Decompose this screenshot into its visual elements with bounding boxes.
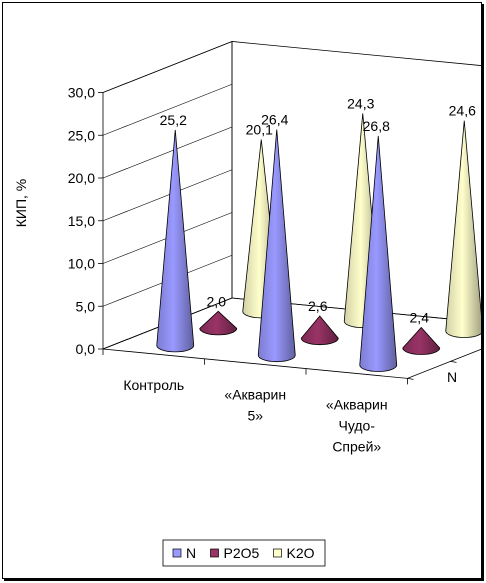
legend-box bbox=[162, 539, 326, 567]
legend-label: K2O bbox=[287, 545, 315, 561]
y-tick-label: 5,0 bbox=[76, 298, 96, 314]
cone-P2O5-3: 2,4 bbox=[402, 309, 441, 355]
category-axis: Контроль «Акварин 5» «Акварин Чудо- Спрей» bbox=[102, 349, 408, 455]
data-label: 26,4 bbox=[261, 111, 288, 127]
legend-swatch bbox=[172, 548, 182, 558]
y-tick-label: 10,0 bbox=[68, 256, 95, 272]
depth-tick bbox=[450, 361, 457, 363]
y-axis-label: КИП, % bbox=[13, 179, 29, 228]
legend-label: N bbox=[186, 545, 196, 561]
y-tick-depth bbox=[102, 169, 233, 222]
legend-swatch bbox=[210, 548, 219, 558]
category-label-line: Чудо- bbox=[339, 418, 376, 434]
y-tick-depth bbox=[102, 83, 233, 136]
cone-N-2: 26,4 bbox=[257, 111, 296, 363]
legend-item-P2O5: P2O5 bbox=[210, 545, 260, 561]
cone-body bbox=[402, 326, 441, 355]
category-label-line: Контроль bbox=[123, 377, 184, 393]
cone-P2O5-1: 2,0 bbox=[199, 293, 238, 336]
category-label-line: «Акварин bbox=[224, 387, 286, 403]
depth-tick bbox=[407, 378, 414, 380]
data-label: 25,2 bbox=[160, 112, 187, 128]
y-tick-label: 20,0 bbox=[68, 170, 95, 186]
cone-body bbox=[199, 310, 238, 336]
cone-body bbox=[445, 120, 481, 338]
legend-label: P2O5 bbox=[224, 545, 260, 561]
cone-series: 20,1 24,3 24,6 2,0 2,6 2,4 25,2 26,4 26,8 bbox=[156, 95, 481, 372]
legend-item-N: N bbox=[172, 545, 196, 561]
cone-N-3: 26,8 bbox=[359, 118, 398, 372]
cone-K2O-3: 24,6 bbox=[445, 103, 481, 338]
legend-item-K2O: K2O bbox=[273, 545, 315, 561]
cone-P2O5-2: 2,6 bbox=[300, 298, 339, 346]
data-label: 24,3 bbox=[347, 95, 374, 111]
data-label: 2,6 bbox=[308, 298, 328, 314]
category-label-2: «Акварин 5» bbox=[224, 387, 286, 424]
legend: N P2O5 K2O bbox=[162, 539, 326, 567]
category-label-line: 5» bbox=[247, 408, 263, 424]
y-tick-label: 25,0 bbox=[68, 127, 95, 143]
category-label-line: Спрей» bbox=[332, 439, 381, 455]
y-tick-depth bbox=[102, 41, 233, 93]
data-label: 2,0 bbox=[207, 293, 227, 309]
y-axis: 0,0 5,0 10,0 15,0 20,0 25,0 30,0 КИП, % bbox=[13, 41, 233, 357]
cone-chart-3d: 0,0 5,0 10,0 15,0 20,0 25,0 30,0 КИП, % 20,1 24,… bbox=[13, 40, 481, 567]
legend-swatch bbox=[273, 548, 282, 558]
y-tick-label: 15,0 bbox=[68, 213, 95, 229]
cone-body bbox=[156, 129, 195, 353]
cone-body bbox=[257, 129, 296, 363]
category-label-1: Контроль bbox=[123, 377, 184, 393]
category-label-3: «Акварин Чудо- Спрей» bbox=[326, 397, 388, 455]
cone-N-1: 25,2 bbox=[156, 112, 195, 353]
data-label: 20,1 bbox=[246, 122, 273, 138]
cone-body bbox=[300, 315, 339, 346]
y-tick-label: 0,0 bbox=[76, 341, 96, 357]
data-label: 24,6 bbox=[449, 103, 476, 119]
data-label: 2,4 bbox=[410, 309, 430, 325]
cone-body bbox=[359, 135, 398, 372]
category-label-line: «Акварин bbox=[326, 397, 388, 413]
y-tick-depth bbox=[102, 126, 233, 179]
chart-frame: 0,0 5,0 10,0 15,0 20,0 25,0 30,0 КИП, % 20,1 24,… bbox=[2, 2, 482, 579]
data-label: 26,8 bbox=[363, 118, 390, 134]
y-tick-label: 30,0 bbox=[68, 85, 95, 101]
series-axis-label: N bbox=[447, 369, 457, 385]
